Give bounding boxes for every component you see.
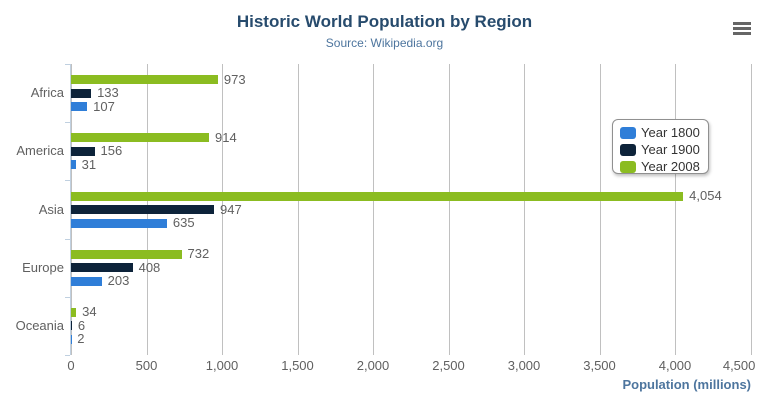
gridline [222, 64, 223, 355]
data-label-year-2008-america: 914 [215, 129, 237, 145]
gridline [599, 64, 601, 355]
gridline [373, 64, 374, 355]
bar-year-2008-oceania[interactable] [71, 307, 77, 317]
category-label-america: America [16, 143, 64, 159]
bar-year-1900-europe[interactable] [71, 263, 133, 273]
menu-bar-line [733, 22, 751, 25]
x-axis-label: 2,500 [432, 358, 465, 373]
data-label-year-1800-oceania: 2 [77, 331, 85, 347]
category-axis-tick [65, 238, 70, 240]
menu-bar-line [733, 32, 751, 35]
bar-year-1800-america[interactable] [71, 160, 76, 170]
x-axis-label: 4,000 [658, 358, 692, 373]
data-label-year-1800-america: 31 [81, 156, 97, 172]
legend-item-year-1900[interactable]: Year 1900 [620, 141, 708, 158]
category-axis-tick [65, 296, 70, 298]
data-label-year-1900-africa: 133 [97, 85, 119, 101]
x-axis-label: 3,500 [583, 358, 616, 373]
x-axis-label: 1,000 [205, 358, 239, 373]
data-label-year-1800-asia: 635 [172, 215, 195, 230]
bar-year-1900-oceania[interactable] [71, 321, 72, 331]
category-label-europe: Europe [22, 259, 64, 275]
legend-items: Year 1800 Year 1900 Year 2008 [620, 124, 708, 175]
data-label-year-2008-oceania: 34 [82, 304, 97, 320]
hamburger-menu-icon [733, 22, 751, 35]
bar-year-1900-america[interactable] [71, 146, 95, 156]
legend-label: Year 1900 [641, 142, 700, 157]
bar-year-1900-asia[interactable] [71, 205, 214, 214]
data-label-year-1800-africa: 107 [93, 98, 115, 114]
chart-subtitle: Source: Wikipedia.org [325, 36, 444, 50]
bar-year-1800-europe[interactable] [71, 276, 102, 286]
category-label-asia: Asia [38, 201, 64, 217]
x-axis-label: 3,000 [507, 358, 541, 373]
legend-label: Year 1800 [641, 125, 700, 140]
bar-year-2008-europe[interactable] [71, 249, 182, 259]
gridline [750, 64, 752, 355]
menu-bar-line [733, 27, 751, 30]
legend-symbol-year-1900 [620, 143, 636, 156]
x-axis-label: 0 [67, 358, 75, 373]
plot-area: 973 133 107 914 156 31 4,054 947 635 732 408 203 34 6… [71, 64, 752, 355]
legend: Year 1800 Year 1900 Year 2008 [612, 119, 709, 174]
category-label-oceania: Oceania [15, 317, 64, 333]
x-axis-label: 4,500 [722, 358, 756, 373]
gridline [524, 64, 525, 355]
category-axis-line [70, 64, 71, 355]
legend-symbol-year-2008 [620, 160, 636, 173]
category-axis-tick [65, 64, 70, 65]
bar-year-2008-africa[interactable] [71, 75, 218, 85]
data-label-year-2008-asia: 4,054 [689, 188, 722, 203]
data-label-year-2008-europe: 732 [187, 246, 210, 262]
data-label-year-2008-africa: 973 [223, 71, 246, 87]
data-label-year-1900-europe: 408 [138, 259, 161, 275]
x-axis-label: 500 [135, 358, 158, 373]
category-axis-tick [65, 355, 70, 356]
chart-title: Historic World Population by Region [236, 12, 533, 31]
data-label-year-1800-europe: 203 [107, 273, 130, 289]
data-label-year-1900-america: 156 [100, 143, 123, 159]
bar-year-1900-africa[interactable] [71, 88, 92, 98]
data-label-year-1900-asia: 947 [219, 201, 242, 217]
x-axis-label: 1,500 [281, 358, 314, 373]
x-axis-label: 2,000 [356, 358, 390, 373]
x-axis-title: Population (millions) [622, 377, 751, 392]
legend-symbol-year-1800 [620, 126, 636, 139]
bar-year-2008-america[interactable] [71, 133, 209, 143]
bar-year-1800-africa[interactable] [71, 102, 88, 112]
gridline [297, 64, 299, 355]
bar-year-1800-asia[interactable] [71, 218, 167, 228]
bar-year-2008-asia[interactable] [71, 191, 684, 201]
gridline [448, 64, 450, 355]
category-label-africa: Africa [30, 85, 64, 101]
data-label-year-1900-oceania: 6 [77, 317, 86, 333]
gridline [675, 64, 676, 355]
export-menu-button[interactable] [731, 20, 755, 42]
category-axis-tick [65, 122, 70, 124]
category-axis-tick [65, 180, 70, 182]
legend-item-year-1800[interactable]: Year 1800 [620, 124, 708, 141]
legend-item-year-2008[interactable]: Year 2008 [620, 158, 708, 175]
legend-label: Year 2008 [641, 159, 700, 174]
